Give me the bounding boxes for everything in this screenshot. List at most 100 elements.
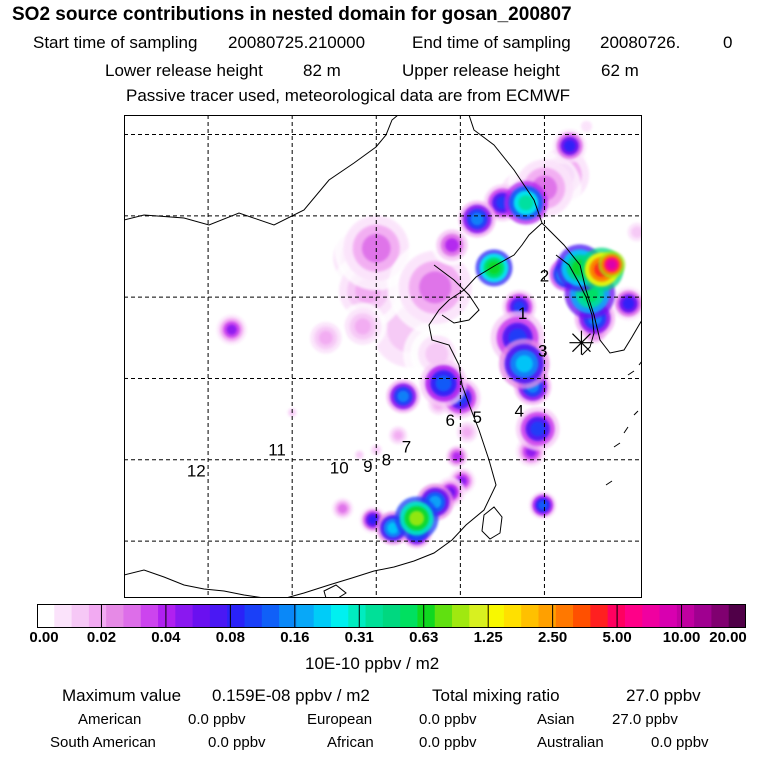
colorbar-tick-label: 1.25 [473,629,503,646]
contribution-value: 0.0 ppbv [651,734,709,751]
colorbar-swatch [624,604,643,628]
colorbar-tick-label: 0.31 [344,629,374,646]
colorbar-tick-label: 5.00 [602,629,632,646]
colorbar-swatch [400,604,419,628]
colorbar-unit: 10E-10 ppbv / m2 [305,654,440,673]
plume-blob [425,342,449,366]
island-hainan [323,584,347,598]
source-label-5: 5 [472,408,481,427]
colorbar-swatch [192,604,211,628]
colorbar-swatch [382,604,401,628]
plume-blob [622,297,635,310]
colorbar-swatch [434,604,453,628]
colorbar-swatch [175,604,194,628]
contribution-name: American [78,711,142,728]
colorbar-swatch [521,604,540,628]
colorbar-swatch [54,604,73,628]
total-mixing-label: Total mixing ratio [432,686,560,705]
contribution-name: Australian [537,734,604,751]
colorbar-swatch [642,604,661,628]
chart-title: SO2 source contributions in nested domai… [12,4,572,25]
plume-blob [583,122,590,130]
sampling-end-suffix: 0 [723,33,733,52]
plume-blob [445,238,459,252]
colorbar-swatch [503,604,522,628]
plume-blob [435,375,452,392]
plume-blob [356,452,363,458]
source-label-12: 12 [187,462,206,481]
colorbar-swatch [330,604,349,628]
colorbar-swatch [37,604,55,628]
colorbar-swatch [452,604,470,628]
colorbar-swatch [555,604,574,628]
upper-release-value: 62 m [601,61,639,80]
colorbar-tick-label: 0.02 [86,629,117,646]
colorbar-swatch [348,604,367,628]
plume-blob [419,271,452,304]
upper-release-label: Upper release height [402,61,560,80]
sampling-start-label: Start time of sampling [33,33,198,52]
contribution-value: 0.0 ppbv [419,734,477,751]
sampling-end-label: End time of sampling [412,33,571,52]
colorbar-swatch [538,604,557,628]
map-frame [124,115,642,598]
total-mixing-value: 27.0 ppbv [626,686,701,705]
colorbar-tick-label: 0.00 [29,629,59,646]
gridlines [124,115,642,598]
max-value: 0.159E-08 ppbv / m2 [212,686,370,705]
sampling-end-value: 20080726. [600,33,681,52]
plume-blob [631,226,642,238]
colorbar-tick-label: 20.00 [709,629,747,646]
contribution-value: 0.0 ppbv [208,734,266,751]
colorbar-swatch [158,604,176,628]
colorbar-swatch [279,604,297,628]
sampling-start-value: 20080725.210000 [228,33,366,52]
plume-blob [530,421,546,437]
contribution-value: 27.0 ppbv [612,711,678,728]
colorbar-swatch [417,604,436,628]
plume-blob [513,301,525,313]
colorbar-swatch [711,604,730,628]
coastline-southwest [124,569,265,598]
colorbar-swatch [244,604,263,628]
colorbar-swatch [313,604,332,628]
colorbar-tick-label: 2.50 [538,629,568,646]
source-label-7: 7 [402,437,411,456]
plume-blob [354,318,371,335]
colorbar-tick-label: 0.63 [409,629,439,646]
plume-blob [607,260,617,270]
contribution-value: 0.0 ppbv [419,711,477,728]
plume-blob [538,500,548,510]
island-taiwan [481,506,503,540]
plume-blob [518,195,534,211]
plume-blob [338,503,348,514]
colorbar-frame [37,604,746,628]
source-label-11: 11 [268,441,286,460]
receptor-star-ray [572,333,591,353]
colorbar-swatch [140,604,159,628]
plume-blob [462,427,472,437]
contribution-value: 0.0 ppbv [188,711,246,728]
source-label-2: 2 [540,267,549,286]
colorbar-swatch [590,604,609,628]
plume-blob [470,212,484,226]
colorbar-swatch [227,604,246,628]
plume-blob [563,140,576,152]
coastline-bohai [433,264,480,324]
colorbar-swatch [296,604,315,628]
plume-blob [397,390,409,403]
plume-blob [318,330,333,345]
colorbar-swatch [659,604,678,628]
coastline-north-shore [285,115,543,598]
contribution-name: Asian [537,711,575,728]
plume-blob [452,451,462,462]
plume-blob [368,515,378,525]
max-value-label: Maximum value [62,686,182,705]
colorbar-swatch [676,604,695,628]
contribution-name: European [307,711,373,728]
source-label-8: 8 [382,450,391,469]
source-label-4: 4 [514,401,523,420]
lower-release-label: Lower release height [105,61,263,80]
